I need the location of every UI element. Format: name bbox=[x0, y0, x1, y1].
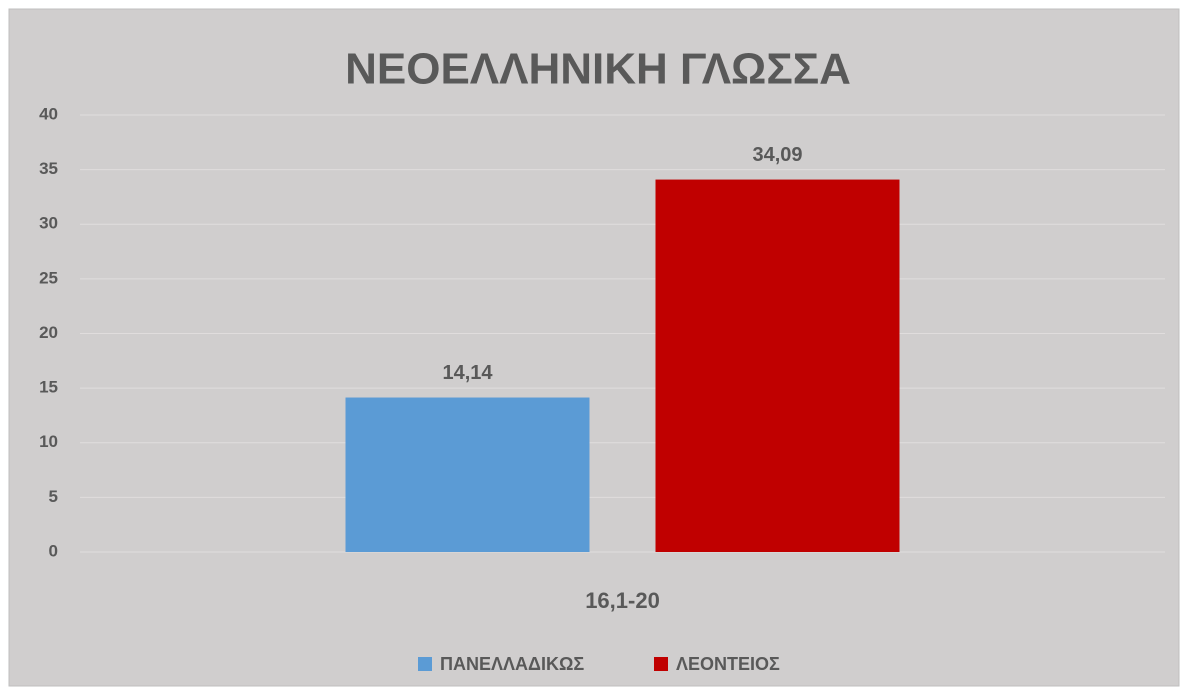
y-tick-label: 20 bbox=[39, 323, 58, 342]
legend-swatch bbox=[418, 657, 432, 671]
y-tick-label: 0 bbox=[49, 541, 58, 560]
y-tick-label: 5 bbox=[49, 487, 58, 506]
value-label: 34,09 bbox=[752, 144, 802, 166]
value-label: 14,14 bbox=[442, 362, 493, 384]
bar bbox=[655, 179, 900, 552]
chart-title: ΝΕΟΕΛΛΗΝΙΚΗ ΓΛΩΣΣΑ bbox=[345, 45, 851, 94]
y-tick-label: 35 bbox=[39, 159, 58, 178]
y-tick-label: 10 bbox=[39, 432, 58, 451]
y-tick-label: 30 bbox=[39, 214, 58, 233]
y-tick-label: 40 bbox=[39, 104, 58, 123]
bar bbox=[345, 397, 590, 552]
chart-background bbox=[8, 8, 1180, 687]
legend-label: ΠΑΝΕΛΛΑΔΙΚΩΣ bbox=[440, 654, 584, 674]
legend-swatch bbox=[654, 657, 668, 671]
legend-label: ΛΕΟΝΤΕΙΟΣ bbox=[676, 654, 780, 674]
x-tick-label: 16,1-20 bbox=[585, 588, 660, 613]
y-tick-label: 25 bbox=[39, 268, 58, 287]
y-tick-label: 15 bbox=[39, 378, 58, 397]
